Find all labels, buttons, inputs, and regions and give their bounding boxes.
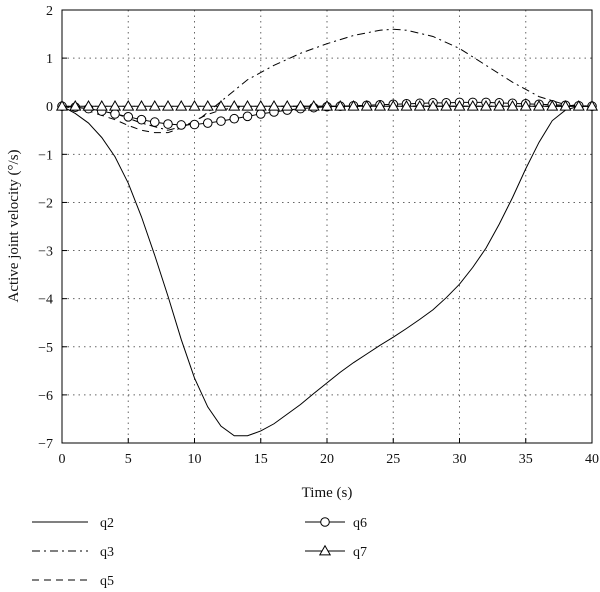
data-point-q6 (242, 111, 253, 122)
data-point-q7 (254, 100, 267, 111)
data-point-q6 (163, 119, 173, 129)
data-point-q7 (387, 100, 400, 111)
data-point-q7 (373, 100, 387, 111)
legend: q2 q3 q5 q6 q7 (32, 516, 367, 589)
data-point-q7 (493, 100, 506, 111)
y-axis-label: Active joint velocity (°/s) (6, 149, 22, 302)
data-point-q7 (55, 100, 69, 111)
legend-entry-q7: q7 (305, 544, 367, 560)
series-q7 (55, 100, 599, 111)
y-tick-label: −4 (38, 293, 53, 308)
data-point-q7 (466, 100, 479, 111)
x-tick-label: 35 (519, 452, 533, 467)
data-point-q7 (320, 100, 334, 111)
data-point-q6 (110, 109, 120, 119)
x-tick-label: 20 (320, 452, 334, 467)
data-point-q7 (453, 100, 466, 111)
y-tick-label: 2 (46, 4, 53, 19)
y-tick-label: −5 (38, 341, 53, 356)
data-point-q7 (334, 100, 347, 111)
data-point-q7 (572, 100, 585, 111)
data-point-q6 (136, 114, 147, 125)
data-point-q7 (135, 100, 148, 111)
data-point-q7 (69, 100, 82, 111)
series-q2 (61, 105, 592, 437)
y-tick-label: −1 (38, 148, 53, 163)
data-point-q7 (148, 100, 161, 111)
legend-entry-q5: q5 (32, 574, 114, 589)
legend-marker (320, 517, 330, 527)
data-point-q6 (229, 113, 240, 124)
data-point-q7 (479, 100, 493, 111)
data-point-q7 (281, 100, 294, 111)
legend-marker (318, 544, 332, 556)
y-tick-label: −7 (38, 437, 53, 452)
x-tick-label: 0 (59, 452, 66, 467)
y-tick-label: 0 (46, 100, 53, 115)
x-tick-label: 5 (125, 452, 132, 467)
data-point-q7 (519, 100, 532, 111)
data-point-q7 (585, 100, 599, 111)
data-point-q7 (188, 100, 201, 111)
y-tick-label: −6 (38, 389, 53, 404)
data-point-q6 (149, 117, 160, 127)
legend-label: q7 (353, 545, 367, 560)
legend-label: q3 (100, 545, 114, 560)
x-axis-label: Time (s) (302, 485, 353, 501)
legend-entry-q6: q6 (305, 516, 367, 531)
data-point-q7 (201, 100, 214, 111)
series-line-q2 (61, 105, 592, 437)
x-tick-label: 40 (585, 452, 599, 467)
grid (62, 10, 592, 443)
legend-entry-q3: q3 (32, 545, 114, 560)
data-point-q7 (532, 100, 546, 111)
data-point-q7 (413, 100, 426, 111)
data-point-q7 (506, 100, 519, 111)
data-point-q7 (108, 100, 122, 111)
legend-label: q6 (353, 516, 367, 531)
data-point-q7 (440, 100, 453, 111)
data-point-q7 (228, 100, 241, 111)
x-tick-label: 30 (453, 452, 467, 467)
data-point-q7 (267, 100, 281, 111)
data-point-q6 (202, 118, 213, 128)
data-point-q7 (161, 100, 175, 111)
data-point-q7 (122, 100, 135, 111)
data-point-q7 (95, 100, 108, 111)
data-point-q6 (189, 119, 200, 130)
y-tick-label: −3 (38, 245, 53, 260)
data-point-q7 (175, 100, 188, 111)
y-tick-label: 1 (46, 52, 53, 67)
data-point-q7 (241, 100, 254, 111)
data-point-q6 (123, 112, 134, 122)
data-point-q6 (216, 116, 226, 126)
data-point-q7 (559, 100, 572, 111)
x-tick-label: 25 (386, 452, 400, 467)
data-point-q6 (176, 120, 187, 130)
data-point-q7 (360, 100, 373, 111)
x-tick-label: 10 (188, 452, 202, 467)
y-tick-label: −2 (38, 196, 53, 211)
data-point-q7 (400, 100, 413, 111)
data-point-q7 (307, 100, 320, 111)
data-point-q6 (255, 109, 266, 119)
legend-entry-q2: q2 (32, 516, 114, 531)
data-point-q7 (347, 100, 360, 111)
legend-label: q5 (100, 574, 114, 589)
legend-label: q2 (100, 516, 114, 531)
series (55, 28, 599, 437)
data-point-q7 (294, 100, 307, 111)
x-tick-label: 15 (254, 452, 268, 467)
data-point-q7 (426, 100, 440, 111)
data-point-q7 (546, 100, 559, 111)
plot-frame (61, 9, 593, 444)
data-point-q7 (82, 100, 95, 111)
data-point-q7 (214, 100, 228, 111)
